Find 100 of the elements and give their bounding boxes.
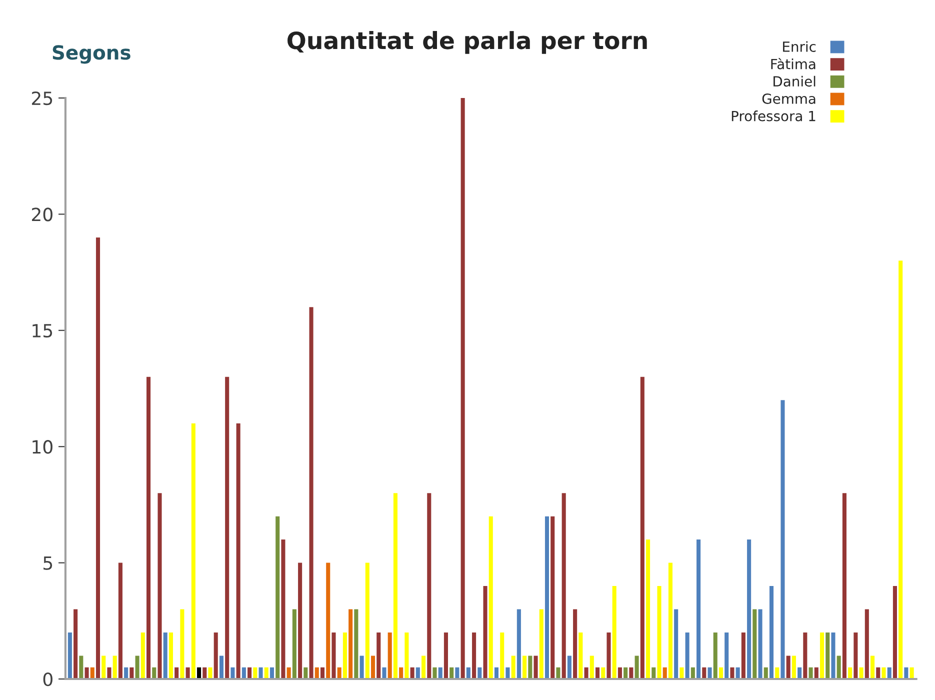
legend-label: Daniel — [774, 76, 816, 87]
bar — [140, 632, 145, 679]
legend-label: Enric — [783, 41, 816, 52]
bar — [422, 656, 426, 679]
bar — [488, 516, 493, 679]
bar — [168, 632, 173, 679]
bar — [640, 376, 644, 679]
bar — [780, 400, 785, 679]
bar — [404, 632, 409, 679]
bar — [326, 562, 330, 679]
y-tick-label: 20 — [32, 208, 52, 222]
bar — [102, 656, 106, 679]
bar — [219, 656, 224, 679]
bar — [276, 516, 280, 679]
bar — [769, 586, 774, 679]
bar — [348, 609, 353, 679]
bar — [842, 493, 846, 679]
bar — [522, 656, 527, 679]
bar — [606, 632, 611, 679]
bar — [539, 609, 544, 679]
bar — [500, 632, 504, 679]
bar — [685, 632, 690, 679]
bar — [534, 656, 538, 679]
bar — [332, 632, 336, 679]
y-axis-title: Segons — [52, 45, 130, 64]
bar — [376, 632, 381, 679]
bar — [758, 609, 762, 679]
bar — [180, 609, 184, 679]
bar — [741, 632, 746, 679]
bar — [657, 586, 662, 679]
chart-title: Quantitat de parla per torn — [288, 31, 647, 54]
bar — [298, 562, 302, 679]
bar — [79, 656, 84, 679]
bar — [225, 376, 230, 679]
bar — [882, 667, 886, 679]
bar — [516, 609, 521, 679]
bar — [864, 609, 869, 679]
bar — [135, 656, 140, 679]
bar — [674, 609, 678, 679]
bar — [854, 632, 858, 679]
bar — [388, 632, 392, 679]
bar — [528, 656, 532, 679]
bar — [236, 423, 240, 679]
bar — [68, 632, 72, 679]
legend-label: Professora 1 — [732, 110, 816, 122]
bar — [258, 667, 263, 679]
bar — [342, 632, 347, 679]
y-tick-label: 0 — [43, 672, 52, 686]
bar — [158, 493, 162, 679]
bar — [634, 656, 639, 679]
bar — [898, 260, 903, 679]
bar — [483, 586, 488, 679]
bar — [567, 656, 572, 679]
bar — [612, 586, 616, 679]
bar — [74, 609, 78, 679]
bar — [786, 656, 790, 679]
bar — [803, 632, 808, 679]
bar — [281, 540, 286, 679]
bar — [590, 656, 594, 679]
bar — [393, 493, 398, 679]
y-tick-label: 5 — [44, 556, 52, 570]
bar — [696, 540, 701, 679]
y-tick-label: 10 — [32, 440, 52, 454]
bar — [713, 632, 718, 679]
bar — [668, 562, 672, 679]
bar — [146, 376, 151, 679]
bar — [511, 656, 516, 679]
bar — [370, 656, 376, 679]
bar — [836, 656, 841, 679]
bar — [309, 307, 314, 679]
bar — [208, 667, 212, 679]
bar — [752, 609, 757, 679]
legend-label: Fàtima — [771, 58, 816, 70]
bar — [444, 632, 448, 679]
bar — [870, 656, 875, 679]
bar — [831, 632, 836, 679]
bar — [360, 656, 364, 679]
bar — [573, 609, 578, 679]
bar — [747, 540, 752, 679]
bar — [792, 656, 796, 679]
bar — [820, 632, 824, 679]
y-tick-label: 15 — [32, 324, 52, 338]
bar — [382, 667, 386, 679]
y-tick-label: 25 — [32, 91, 52, 106]
bar — [562, 493, 566, 679]
bar — [708, 667, 712, 679]
bar — [724, 632, 729, 679]
bar — [191, 423, 196, 679]
bar — [214, 632, 218, 679]
bar — [892, 586, 897, 679]
bar — [96, 237, 100, 679]
bar — [432, 667, 437, 679]
bar — [826, 632, 830, 679]
bar — [578, 632, 583, 679]
bar — [550, 516, 555, 679]
bar — [112, 656, 117, 679]
legend-label: Gemma — [762, 93, 816, 104]
bar — [460, 98, 465, 679]
bar — [472, 632, 476, 679]
bar — [163, 632, 168, 679]
